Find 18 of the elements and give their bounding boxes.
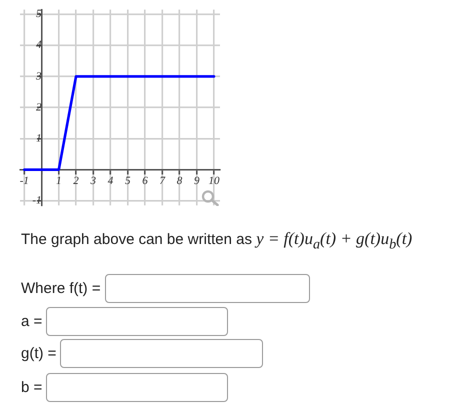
- text: The graph above can be written as: [21, 231, 253, 248]
- x-tick-label: 8: [176, 175, 183, 188]
- text: a =: [21, 313, 42, 330]
- text: Where f(t) =: [21, 280, 101, 297]
- x-tick-label: 6: [142, 175, 148, 188]
- y-tick-label: -1: [32, 194, 42, 207]
- x-tick-label: 2: [73, 175, 80, 188]
- text: y = f(t)u$_{a}$(t) + g(t)u$_{b}$(t): [256, 229, 412, 252]
- x-tick-label: -1: [20, 175, 29, 188]
- x-tick-label: 5: [125, 175, 132, 188]
- x-tick-label: 10: [208, 175, 220, 188]
- text: g(t) =: [21, 345, 56, 362]
- x-tick-label: 7: [159, 175, 166, 188]
- x-tick-label: 1: [56, 175, 62, 188]
- x-tick-label: 3: [90, 175, 97, 188]
- text: b =: [21, 379, 42, 396]
- x-tick-label: 4: [108, 175, 114, 188]
- x-tick-label: 9: [194, 175, 200, 188]
